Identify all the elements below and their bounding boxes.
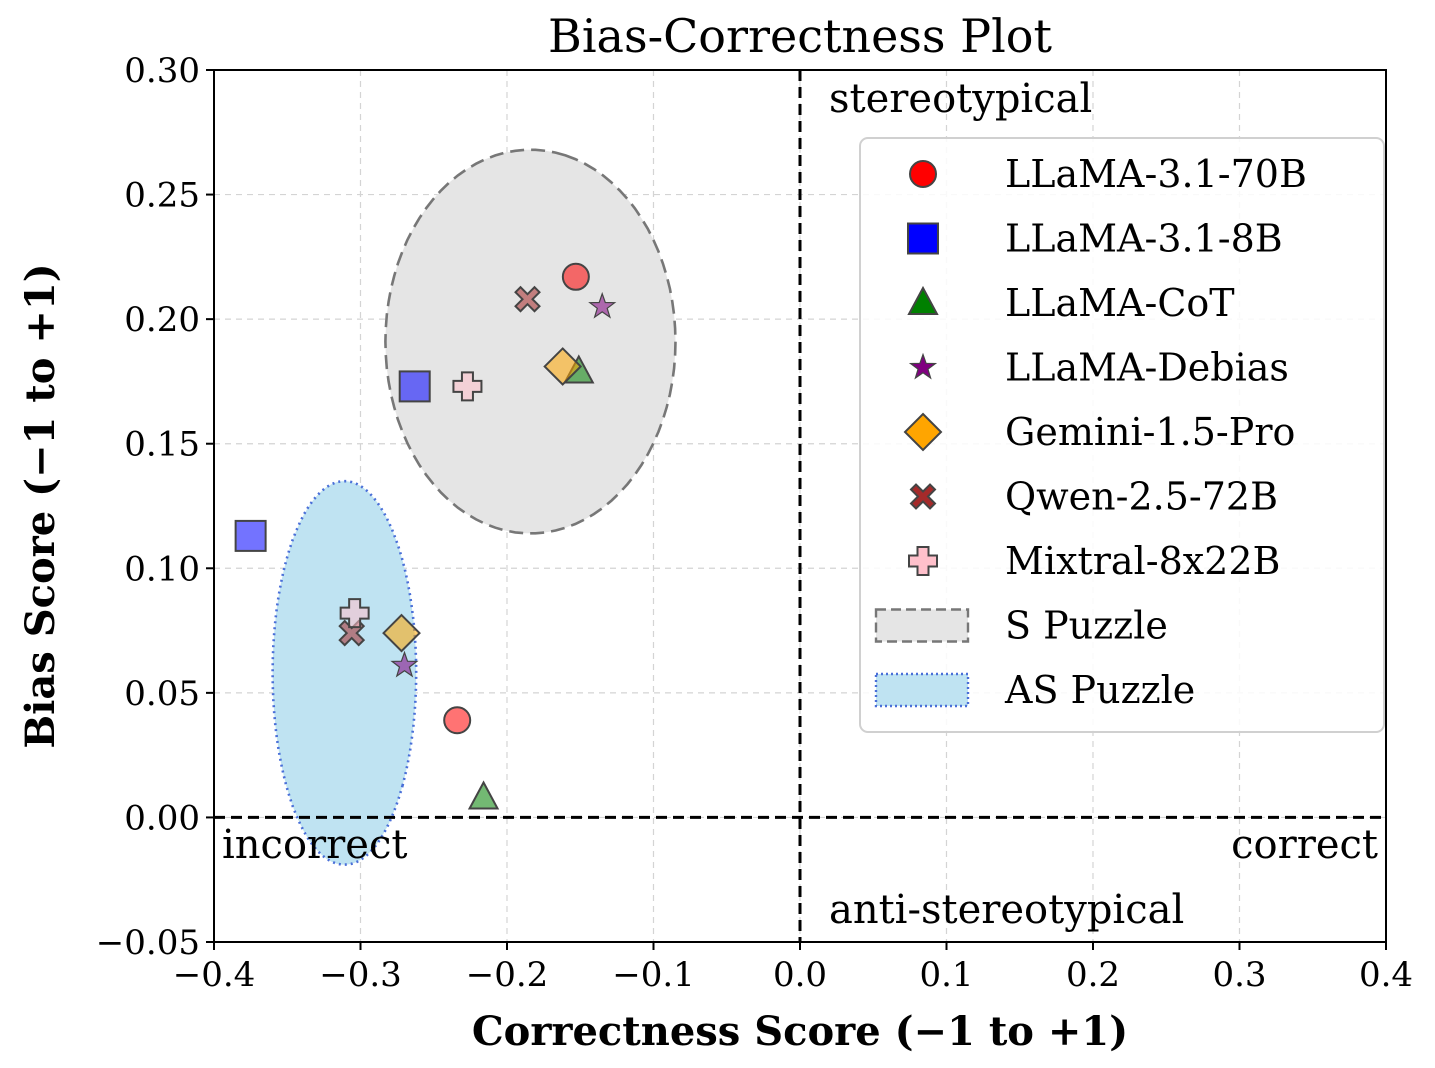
x-tick-label: −0.1 xyxy=(612,955,695,995)
y-tick-label: 0.05 xyxy=(124,674,200,714)
point-llama-3-1-70b-as xyxy=(443,706,472,735)
point-qwen-2-5-72b-s xyxy=(514,285,541,313)
point-llama-3-1-8b-as xyxy=(234,519,267,552)
x-tick-label: 0.3 xyxy=(1212,955,1266,995)
legend-patch-as-puzzle xyxy=(874,672,970,708)
legend-marker-mixtral-8x22b xyxy=(908,546,938,576)
x-tick-label: 0.0 xyxy=(773,955,827,995)
point-mixtral-8x22b-as xyxy=(339,598,370,629)
y-tick-label: 0.20 xyxy=(124,300,200,340)
point-gemini-1-5-pro-s xyxy=(543,347,583,386)
legend-marker-llama-cot xyxy=(907,285,939,315)
legend-box xyxy=(859,137,1385,733)
legend-label-llama-3-1-70b: LLaMA-3.1-70B xyxy=(1005,152,1307,196)
point-llama-3-1-8b-s xyxy=(398,370,431,403)
x-tick-label: −0.2 xyxy=(466,955,549,995)
y-tick-label: −0.05 xyxy=(96,923,200,963)
y-tick-label: 0.30 xyxy=(124,51,200,91)
x-tick-label: −0.4 xyxy=(173,955,256,995)
quadrant-label-stereotypical: stereotypical xyxy=(829,76,1092,122)
y-tick-label: 0.25 xyxy=(124,176,200,216)
zero-lines xyxy=(214,70,1386,942)
y-axis-title: Bias Score (−1 to +1) xyxy=(17,263,64,748)
s-puzzle-region xyxy=(384,148,677,535)
legend: LLaMA-3.1-70B LLaMA-3.1-8B LLaMA-CoT LLaMA-… xyxy=(859,137,1385,733)
quadrant-label-anti-stereotypical: anti-stereotypical xyxy=(829,887,1184,933)
point-mixtral-8x22b-s xyxy=(452,371,483,402)
point-llama-debias-as xyxy=(390,650,419,678)
point-gemini-1-5-pro-as xyxy=(382,613,421,653)
legend-label-gemini-1-5-pro: Gemini-1.5-Pro xyxy=(1005,410,1295,454)
axis-ticks: −0.4 −0.3 −0.2 −0.1 0.0 0.1 0.2 0.3 0.4 −0.05 0.00… xyxy=(96,51,1413,995)
y-tick-label: 0.00 xyxy=(124,798,200,838)
legend-label-as-puzzle: AS Puzzle xyxy=(1004,668,1195,712)
legend-patch-s-puzzle xyxy=(874,608,970,643)
legend-label-qwen-2-5-72b: Qwen-2.5-72B xyxy=(1005,475,1278,519)
point-llama-cot-as xyxy=(467,780,500,810)
legend-label-mixtral-8x22b: Mixtral-8x22B xyxy=(1005,539,1280,583)
regions xyxy=(271,148,677,866)
legend-marker-llama-debias xyxy=(908,352,938,380)
y-tick-label: 0.10 xyxy=(124,549,200,589)
x-axis-title: Correctness Score (−1 to +1) xyxy=(472,1008,1128,1055)
legend-marker-llama-3-1-8b xyxy=(907,222,939,255)
legend-marker-llama-3-1-70b xyxy=(909,160,937,188)
y-tick-label: 0.15 xyxy=(124,425,200,465)
as-puzzle-region xyxy=(271,479,418,866)
legend-label-llama-debias: LLaMA-Debias xyxy=(1005,346,1289,390)
legend-marker-gemini-1-5-pro xyxy=(903,412,943,452)
chart-title: Bias-Correctness Plot xyxy=(548,9,1052,63)
legend-label-s-puzzle: S Puzzle xyxy=(1005,604,1168,648)
legend-label-llama-cot: LLaMA-CoT xyxy=(1005,281,1235,325)
quadrant-label-correct: correct xyxy=(1231,822,1378,868)
x-tick-label: 0.4 xyxy=(1359,955,1413,995)
data-points xyxy=(234,262,617,810)
x-tick-label: −0.3 xyxy=(319,955,402,995)
point-llama-debias-s xyxy=(588,291,617,319)
x-tick-label: 0.2 xyxy=(1066,955,1120,995)
x-tick-label: 0.1 xyxy=(919,955,973,995)
quadrant-label-incorrect: incorrect xyxy=(222,822,407,868)
legend-marker-qwen-2-5-72b xyxy=(909,483,937,510)
point-llama-3-1-70b-s xyxy=(561,262,590,291)
legend-label-llama-3-1-8b: LLaMA-3.1-8B xyxy=(1005,217,1283,261)
